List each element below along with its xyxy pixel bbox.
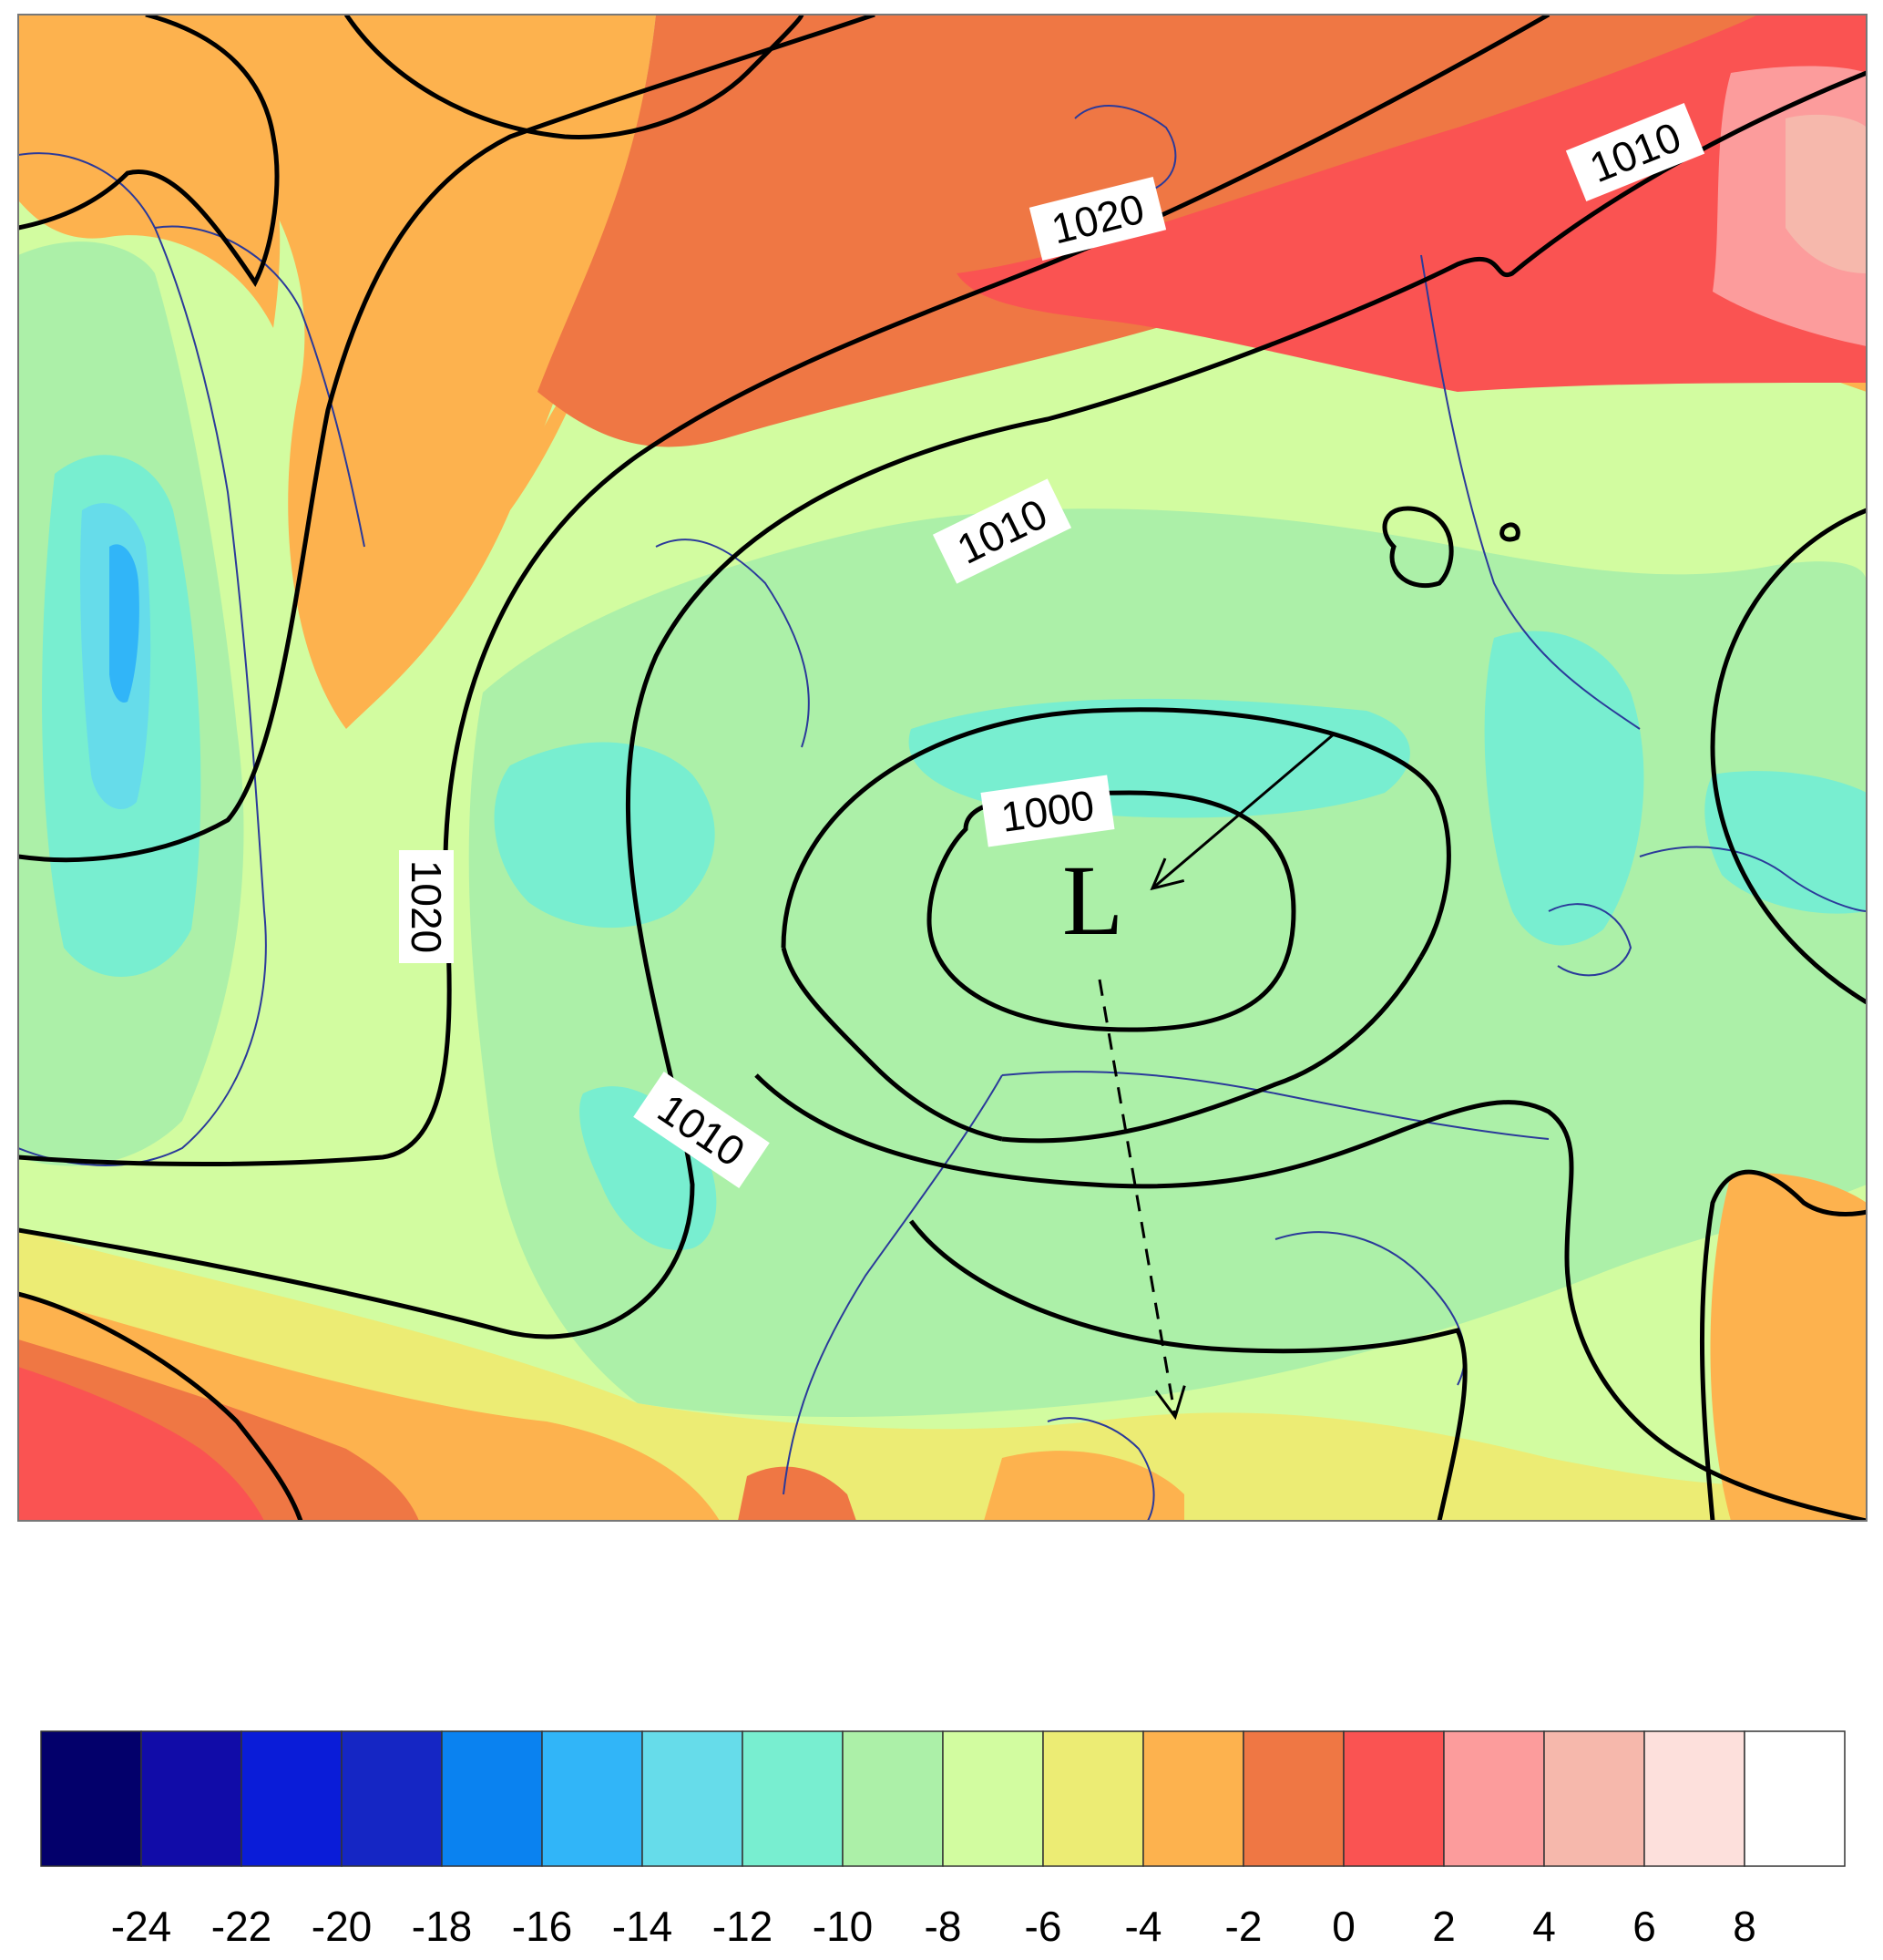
- colorbar-swatch: [942, 1730, 1044, 1867]
- map-frame: [17, 14, 1868, 1522]
- colorbar-tick-label: -4: [1125, 1903, 1162, 1950]
- colorbar-tick-label: -24: [111, 1903, 171, 1950]
- isobar-label: 1000: [980, 775, 1115, 847]
- isobar-label: 1010: [932, 478, 1072, 584]
- colorbar-tick-label: 2: [1432, 1903, 1456, 1950]
- isobars: [18, 15, 1867, 1521]
- colorbar-tick-label: -14: [612, 1903, 672, 1950]
- colorbar-ticks: -24 -22 -20 -18 -16 -14 -12 -10 -8 -6 -4 -2 0 2 4 6 8: [111, 1903, 1756, 1950]
- forecast-track-arrow: [1098, 979, 1186, 1421]
- colorbar-swatch: [140, 1730, 242, 1867]
- colorbar-swatch: [541, 1730, 643, 1867]
- colorbar-tick-label: -20: [312, 1903, 372, 1950]
- coastlines: [18, 105, 1867, 1521]
- colorbar-swatch: [40, 1730, 142, 1867]
- incoming-track-arrow: [1150, 732, 1335, 891]
- colorbar-swatch: [1042, 1730, 1144, 1867]
- temperature-field: [18, 15, 1867, 1521]
- colorbar-swatch: [742, 1730, 844, 1867]
- colorbar-tick-label: 4: [1532, 1903, 1556, 1950]
- colorbar-swatch: [641, 1730, 743, 1867]
- isobar-label: 1020: [399, 850, 454, 963]
- colorbar-tick-label: -16: [512, 1903, 572, 1950]
- colorbar-swatch: [842, 1730, 944, 1867]
- colorbar-tick-label: 0: [1332, 1903, 1356, 1950]
- low-pressure-marker: L: [1062, 845, 1123, 956]
- colorbar-swatch: [1543, 1730, 1645, 1867]
- colorbar-tick-label: -2: [1225, 1903, 1263, 1950]
- colorbar: [40, 1730, 1846, 1867]
- colorbar-swatch: [441, 1730, 543, 1867]
- isobar-labels: 1020 1010 1020 1010 1000 1010: [399, 102, 1705, 1189]
- colorbar-tick-label: -6: [1025, 1903, 1062, 1950]
- colorbar-tick-label: 8: [1733, 1903, 1756, 1950]
- colorbar-swatch: [341, 1730, 443, 1867]
- colorbar-tick-label: 6: [1632, 1903, 1656, 1950]
- colorbar-swatch: [1744, 1730, 1846, 1867]
- colorbar-swatch: [1142, 1730, 1244, 1867]
- colorbar-swatch: [1643, 1730, 1745, 1867]
- colorbar-tick-label: -22: [211, 1903, 271, 1950]
- colorbar-swatch: [1443, 1730, 1545, 1867]
- colorbar-swatch: [240, 1730, 343, 1867]
- isobar-label-text: 1020: [403, 860, 450, 953]
- colorbar-tick-label: -12: [712, 1903, 773, 1950]
- colorbar-tick-label: -8: [925, 1903, 962, 1950]
- colorbar-swatch: [1243, 1730, 1345, 1867]
- colorbar-tick-label: -18: [412, 1903, 472, 1950]
- colorbar-swatch: [1343, 1730, 1445, 1867]
- colorbar-tick-label: -10: [813, 1903, 873, 1950]
